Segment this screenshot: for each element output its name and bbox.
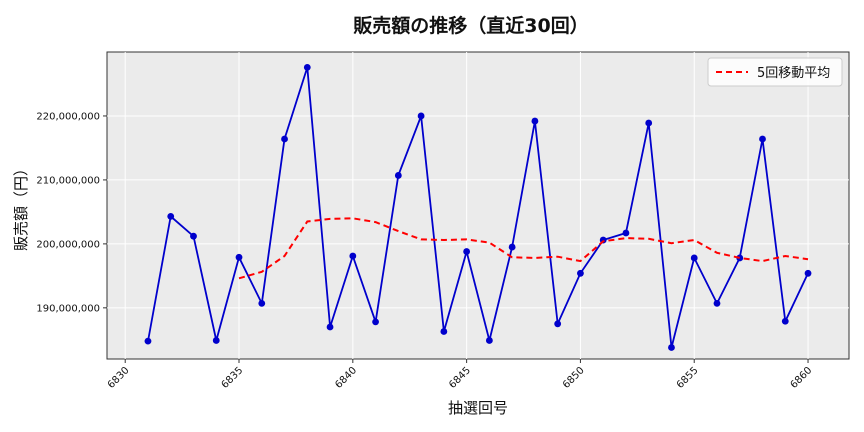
sales-point <box>326 323 334 331</box>
legend-box <box>707 57 843 87</box>
sales-point <box>781 317 789 325</box>
sales-point <box>167 212 175 220</box>
chart-title: 販売額の推移（直近30回） <box>353 14 588 37</box>
sales-point <box>622 229 630 237</box>
sales-point <box>736 254 744 262</box>
sales-point <box>258 299 266 307</box>
x-axis-label: 抽選回号 <box>448 399 508 417</box>
plot-area <box>106 51 850 360</box>
sales-point <box>372 318 379 326</box>
legend-label: 5回移動平均 <box>757 66 830 81</box>
sales-point <box>713 299 721 307</box>
sales-point <box>531 117 539 125</box>
x-tick-label: 6855 <box>675 365 701 391</box>
y-axis-label: 販売額（円） <box>12 161 30 251</box>
x-tick-label: 6840 <box>333 365 359 391</box>
sales-point <box>235 253 243 261</box>
x-tick-label: 6830 <box>106 365 132 391</box>
sales-point <box>668 344 675 351</box>
sales-point <box>463 248 471 255</box>
sales-point <box>645 119 653 127</box>
sales-point <box>759 135 766 143</box>
sales-point <box>303 63 311 71</box>
sales-point <box>417 112 425 120</box>
sales-point <box>554 320 562 328</box>
sales-point <box>190 232 197 240</box>
sales-point <box>440 328 448 335</box>
sales-point <box>281 135 288 143</box>
y-tick-label: 200,000,000 <box>36 239 100 250</box>
y-tick-label: 190,000,000 <box>36 303 100 314</box>
sales-point <box>577 269 584 277</box>
sales-point <box>144 337 152 345</box>
legend: 5回移動平均 <box>707 57 843 87</box>
sales-point <box>349 252 357 260</box>
series-layer <box>144 63 812 351</box>
sales-point <box>508 243 516 251</box>
sales-point <box>804 269 812 277</box>
x-tick-label: 6860 <box>789 365 815 391</box>
sales-point <box>485 337 493 344</box>
grid-lines <box>107 52 849 359</box>
sales-point <box>212 337 220 344</box>
y-tick-label: 220,000,000 <box>36 111 100 122</box>
x-tick-label: 6845 <box>447 365 473 391</box>
sales-point <box>394 172 402 179</box>
sales-point <box>690 254 698 262</box>
y-tick-label: 210,000,000 <box>36 175 100 186</box>
x-tick-label: 6850 <box>561 365 587 391</box>
x-tick-label: 6835 <box>220 365 246 391</box>
sales-line <box>147 67 809 348</box>
